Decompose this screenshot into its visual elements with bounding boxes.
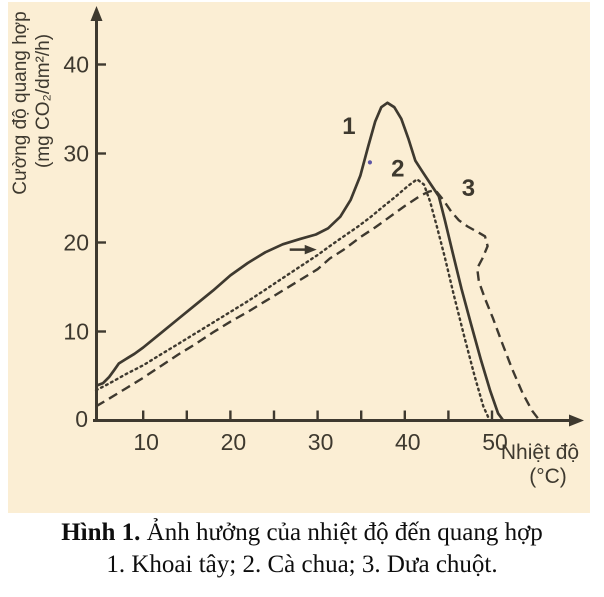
photosynthesis-temperature-chart: Nhiệt độ (°C) Cường độ quang hợp (mg CO₂… bbox=[10, 6, 584, 488]
y-tick-label: 10 bbox=[63, 319, 89, 345]
y-axis-unit: (mg CO₂/dm²/h) bbox=[33, 34, 54, 168]
x-axis-arrowhead-icon bbox=[569, 414, 584, 427]
y-tick-label: 20 bbox=[63, 230, 89, 256]
curve-label-ca-chua: 2 bbox=[391, 156, 404, 183]
x-tick-label: 40 bbox=[395, 429, 421, 455]
curve-label-dua-chuot: 3 bbox=[462, 175, 475, 202]
x-axis-unit: (°C) bbox=[529, 465, 567, 488]
curve-dua-chuot bbox=[95, 188, 540, 420]
x-tick-label: 10 bbox=[133, 429, 159, 455]
y-tick-label: 30 bbox=[63, 141, 89, 167]
marker-dot bbox=[367, 160, 373, 165]
caption-line-1: Hình 1. Ảnh hưởng của nhiệt độ đến quang… bbox=[0, 517, 604, 549]
x-tick-label: 20 bbox=[221, 429, 247, 455]
x-tick-label: 30 bbox=[308, 429, 334, 455]
origin-label: 0 bbox=[75, 406, 88, 432]
y-tick-label: 40 bbox=[63, 52, 89, 78]
figure-label: Hình 1. bbox=[61, 519, 141, 546]
figure-title: Ảnh hưởng của nhiệt độ đến quang hợp bbox=[146, 519, 543, 546]
curve-label-khoai-tay: 1 bbox=[342, 113, 355, 140]
figure-caption: Hình 1. Ảnh hưởng của nhiệt độ đến quang… bbox=[0, 517, 604, 581]
plot-background bbox=[8, 2, 590, 513]
x-tick-label: 50 bbox=[482, 429, 508, 455]
curve-khoai-tay bbox=[95, 101, 505, 422]
curve-ca-chua bbox=[94, 178, 490, 419]
x-axis-title: Nhiệt độ bbox=[501, 441, 579, 464]
direction-arrowhead-icon bbox=[304, 244, 317, 255]
y-axis-title: Cường độ quang hợp bbox=[10, 11, 31, 194]
y-axis-arrowhead-icon bbox=[90, 6, 103, 21]
chart-content: 10 20 30 40 50 10 20 30 40 0 1 2 3 bbox=[63, 52, 540, 455]
figure-legend: 1. Khoai tây; 2. Cà chua; 3. Dưa chuột. bbox=[106, 551, 498, 578]
